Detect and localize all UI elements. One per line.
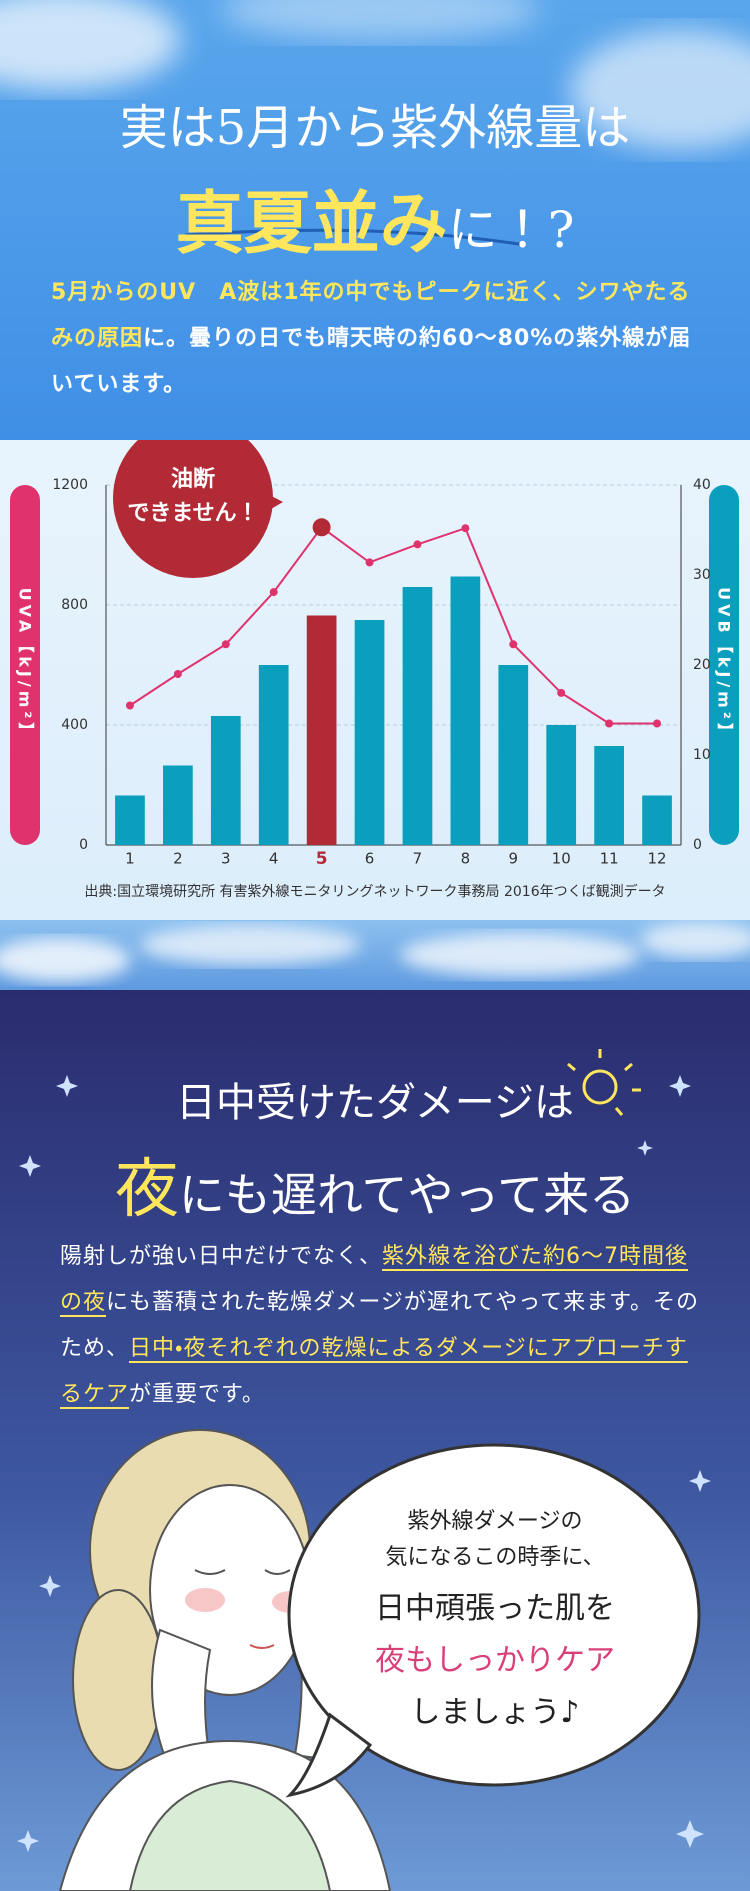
body-text: 陽射しが強い日中だけでなく、紫外線を浴びた約6〜7時間後の夜にも蓄積された乾燥ダ… [60,1234,700,1418]
x-tick-label: 6 [365,850,375,868]
bubble-line: 日中頑張った肌を [375,1591,615,1626]
y2-tick-label: 40 [693,477,711,493]
x-tick-label: 8 [461,850,471,868]
bar [163,765,193,845]
text: が重要です。 [129,1382,265,1407]
text: にも遅れてやって来る [178,1168,636,1222]
bar [594,746,624,845]
title-line2: 真夏並みに！? [0,168,750,267]
y2-tick-label: 0 [693,837,702,853]
sky-clouds [0,0,750,247]
emphasis-text: 真夏並み [175,184,448,264]
line-point [413,540,422,549]
chart-panel: UVA【kJ/m²】 UVB【kJ/m²】 0 400 800 1200 0 10 20 30 40… [0,418,750,920]
x-tick-label: 11 [600,850,619,868]
chart: UVA【kJ/m²】 UVB【kJ/m²】 0 400 800 1200 0 10 20 30 40… [10,418,739,900]
line [129,525,658,725]
line-point [605,719,614,728]
sun-icon [567,1049,641,1116]
y-axis-label: UVA【kJ/m²】 [16,588,35,743]
night-section: 日中受けたダメージは 夜にも遅れてやって来る 陽射しが強い日中だけでなく、紫外線… [0,990,750,1891]
hero: 実は5月から紫外線量は 真夏並みに！? 5月からのUV A波は1年の中でもピーク… [0,0,750,440]
y-tick-label: 400 [61,717,88,733]
text: 陽射しが強い日中だけでなく、 [60,1244,383,1269]
x-tick-label: 7 [413,850,423,868]
bar [498,665,529,845]
line-point [509,640,518,649]
y-tick-label: 800 [61,597,88,613]
cloud-band [0,920,750,990]
title2-line1: 日中受けたダメージは [176,1080,574,1126]
emphasis-text: 日中・夜それぞれの乾燥によるダメージにアプローチするケア [60,1336,688,1407]
line-point [269,588,278,597]
emphasis-text: 紫外線を浴びた約6〜7時間後の夜 [60,1244,689,1315]
callout-text: できません！ [127,501,258,526]
y-tick-label: 0 [79,837,88,853]
y-tick-label: 1200 [52,477,88,493]
y2-axis-label: UVB【kJ/m²】 [715,587,734,743]
bubble-line: 気になるこの時季に、 [385,1545,604,1570]
bar [354,620,385,845]
y2-axis-pill [709,485,739,845]
y2-tick-label: 20 [693,657,711,673]
bar [546,725,577,845]
bar [402,587,433,845]
x-tick-label: 5 [316,849,328,869]
line-point [653,719,662,728]
x-tick-label: 4 [269,850,279,868]
y-axis-pill [10,485,40,845]
line-point [125,701,134,710]
bar [306,615,337,845]
clouds [0,922,750,982]
bar [210,716,241,845]
line-point [173,670,182,678]
text: に！? [447,201,575,259]
emphasis-text: 5月からのUV A波は1年の中でもピークに近く、シワやたるみの原因 [51,280,691,351]
line-point [365,558,374,567]
bubble-line: 紫外線ダメージの [408,1509,583,1534]
x-tick-label: 9 [509,850,519,868]
y2-tick-label: 10 [693,747,711,763]
line-point [461,524,470,533]
speech-bubble [285,1443,701,1798]
x-tick-label: 12 [647,850,666,868]
x-tick-label: 2 [173,850,183,868]
line-point [312,518,331,537]
line-point [221,640,230,649]
x-tick-label: 3 [221,850,231,868]
callout-text: 油断 [171,467,215,492]
bar [115,795,145,845]
intro-text: 5月からのUV A波は1年の中でもピークに近く、シワやたるみの原因に。曇りの日で… [51,270,701,408]
callout [113,418,273,578]
title2-line2: 夜にも遅れてやって来る [0,1138,750,1230]
bar [450,576,481,845]
text: にも蓄積された乾燥ダメージが遅れてやって来ます。そのため、 [60,1290,699,1361]
line-point [557,688,566,697]
source-note: 出典:国立環境研究所 有害紫外線モニタリングネットワーク事務局 2016年つくば… [84,883,665,900]
x-tick-label: 1 [125,850,135,868]
night-decor [17,1049,711,1891]
text: に。曇りの日でも晴天時の約60〜80%の紫外線が届いています。 [51,326,692,397]
emphasis-text: 夜 [114,1153,179,1227]
bar [642,795,672,845]
y2-tick-label: 30 [693,567,711,583]
bubble-line: 夜もしっかりケア [375,1643,615,1678]
x-tick-label: 10 [552,850,571,868]
bubble-line: しましょう♪ [410,1695,579,1730]
bar [258,665,289,845]
title-line1: 実は5月から紫外線量は [119,100,631,156]
